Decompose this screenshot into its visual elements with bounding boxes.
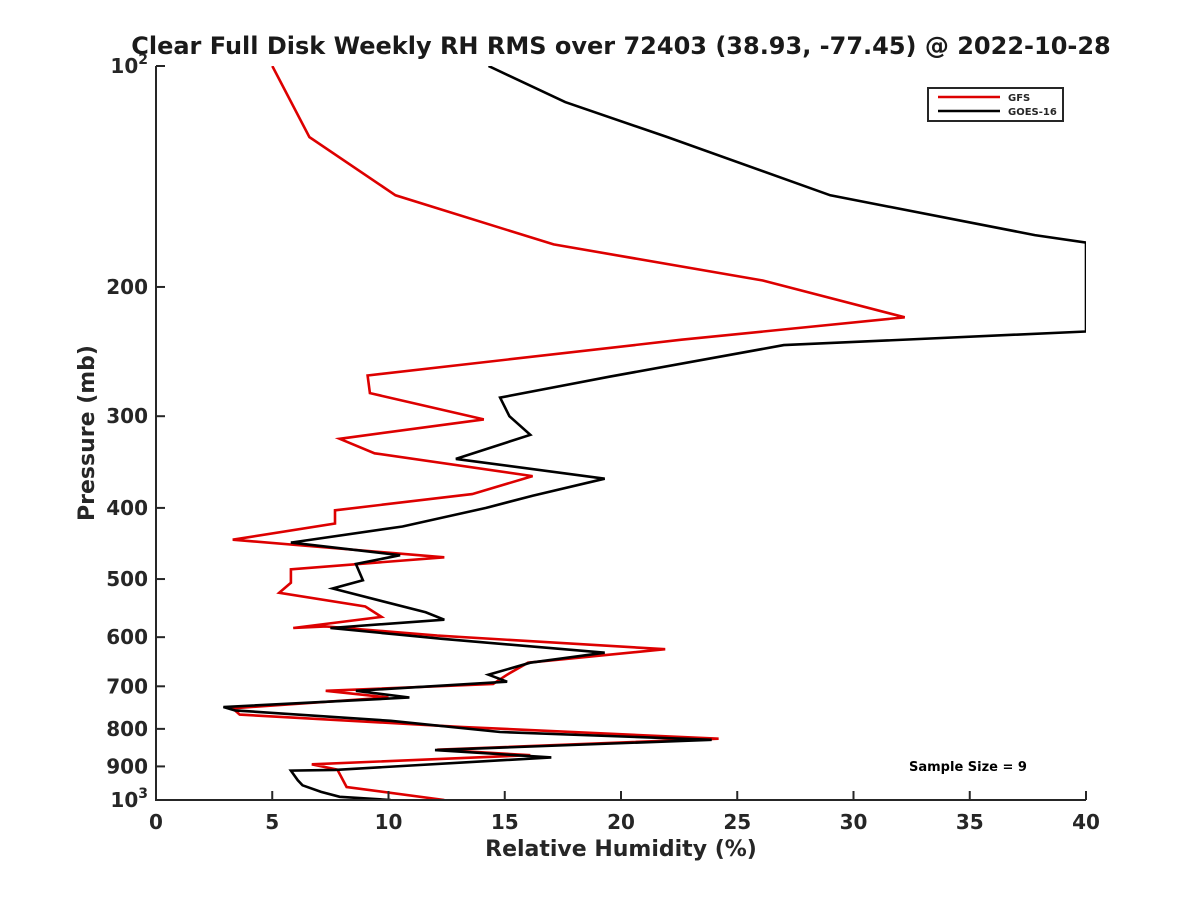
x-axis-ticks: 0 5 10 15 20 25 30 35 40 xyxy=(149,791,1100,834)
y-tick-label: 400 xyxy=(106,496,148,520)
x-tick-label: 30 xyxy=(840,810,868,834)
y-tick-label: 700 xyxy=(106,674,148,698)
x-tick-label: 25 xyxy=(723,810,751,834)
x-tick-label: 35 xyxy=(956,810,984,834)
x-tick-label: 15 xyxy=(491,810,519,834)
x-tick-label: 10 xyxy=(375,810,403,834)
x-tick-label: 20 xyxy=(607,810,635,834)
legend-entry-label: GOES-16 xyxy=(1008,107,1057,118)
x-tick-label: 5 xyxy=(265,810,279,834)
y-tick-label: 300 xyxy=(106,404,148,428)
legend-box xyxy=(927,87,1064,122)
chart-title: Clear Full Disk Weekly RH RMS over 72403… xyxy=(131,32,1111,60)
y-tick-label: 500 xyxy=(106,567,148,591)
x-tick-label: 0 xyxy=(149,810,163,834)
sample-size-annotation: Sample Size = 9 xyxy=(909,760,1027,775)
y-tick-label: 900 xyxy=(106,754,148,778)
x-axis-label: Relative Humidity (%) xyxy=(485,837,757,862)
y-tick-label: 200 xyxy=(106,275,148,299)
y-tick-label: 600 xyxy=(106,625,148,649)
y-axis-ticks: 102 200 300 400 500 600 700 800 900 103 xyxy=(106,52,165,812)
series-line-goes-16 xyxy=(223,66,1086,800)
y-tick-label: 103 xyxy=(110,786,148,812)
legend: GFS GOES-16 xyxy=(927,87,1064,122)
series-line-gfs xyxy=(229,66,906,800)
legend-entry-label: GFS xyxy=(1008,93,1030,104)
y-tick-label: 800 xyxy=(106,717,148,741)
x-tick-label: 40 xyxy=(1072,810,1100,834)
plot-area xyxy=(155,66,1086,801)
y-axis-label: Pressure (mb) xyxy=(75,345,100,521)
y-tick-label: 102 xyxy=(110,52,148,78)
axes-lines xyxy=(155,66,1086,801)
